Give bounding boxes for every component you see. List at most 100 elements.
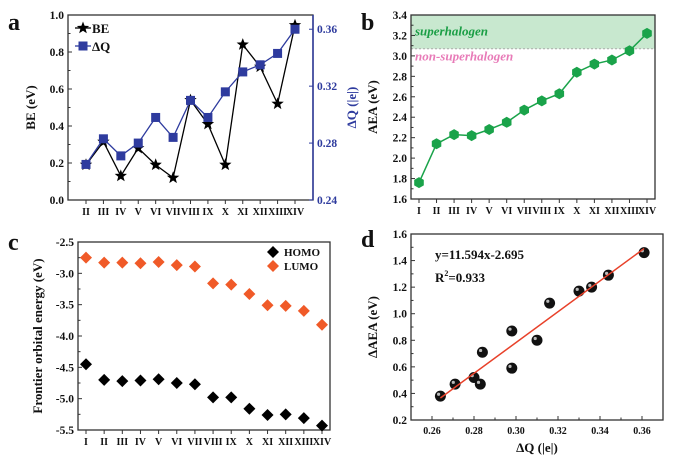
panel-label: b xyxy=(361,10,374,36)
data-point-star xyxy=(114,169,127,182)
x-tick-label: XIV xyxy=(638,206,657,217)
y-tick-label: -4.0 xyxy=(56,331,74,343)
y2-tick-label: 0.28 xyxy=(317,138,337,150)
x-tick-label: XIII xyxy=(268,207,287,218)
y-tick-label: -2.5 xyxy=(56,237,74,249)
data-point-highlight xyxy=(437,392,441,396)
data-point xyxy=(554,88,565,100)
data-point xyxy=(476,346,488,358)
y-tick-label: -4.5 xyxy=(56,362,74,374)
y-tick-label: 1.0 xyxy=(50,10,65,22)
data-point xyxy=(624,45,635,57)
data-point xyxy=(572,66,582,78)
x-tick-label: VII xyxy=(517,206,532,217)
legend-marker-square xyxy=(78,41,88,51)
data-point-square xyxy=(133,138,143,148)
data-point-lumo xyxy=(80,251,92,264)
data-point-square xyxy=(98,134,108,144)
data-point-square xyxy=(220,87,230,97)
data-point-lumo xyxy=(170,259,183,272)
x-tick-label: 0.26 xyxy=(423,426,441,437)
x-tick-label: V xyxy=(155,437,163,448)
data-point-highlight xyxy=(533,336,537,341)
x-tick-label: VII xyxy=(166,207,181,218)
y-tick-label: -3.5 xyxy=(56,300,74,312)
y-tick-label: 1.6 xyxy=(393,229,408,241)
data-point-square xyxy=(203,112,213,122)
x-tick-label: VII xyxy=(187,437,202,448)
data-point-lumo xyxy=(152,256,165,269)
x-tick-label: XII xyxy=(253,207,268,218)
data-point-square xyxy=(81,159,91,169)
data-point xyxy=(531,334,543,346)
x-tick-label: VI xyxy=(150,207,161,218)
y-tick-label: 3.0 xyxy=(393,51,408,63)
data-point-lumo xyxy=(98,256,111,269)
y-tick-label: 2.2 xyxy=(393,133,408,145)
r2-prefix: R xyxy=(435,270,445,285)
data-point-star xyxy=(288,18,302,31)
y-tick-label: 1.8 xyxy=(393,174,408,186)
x-tick-label: IX xyxy=(554,206,566,217)
y-tick-label: 2.0 xyxy=(393,153,408,165)
x-tick-label: IX xyxy=(202,207,214,218)
data-point-homo xyxy=(225,391,238,404)
x-tick-label: III xyxy=(448,206,460,217)
y-tick-label: 0.2 xyxy=(50,158,65,170)
data-point-homo xyxy=(261,408,274,421)
data-point-homo xyxy=(297,412,310,425)
data-point-highlight xyxy=(479,348,483,353)
y2-tick-label: 0.32 xyxy=(317,81,337,93)
y-tick-label: -3.0 xyxy=(56,268,74,280)
x-tick-label: IV xyxy=(135,437,147,448)
x-tick-label: II xyxy=(433,206,441,217)
data-point-star xyxy=(271,97,284,110)
data-point-star xyxy=(219,158,232,171)
x-tick-label: XI xyxy=(262,437,273,448)
panel-label: d xyxy=(361,227,375,253)
x-tick-label: I xyxy=(417,206,421,217)
x-tick-label: XIII xyxy=(620,206,639,217)
y-tick-label: 0.6 xyxy=(393,362,408,374)
data-point-homo xyxy=(188,378,201,391)
data-point xyxy=(589,58,600,70)
data-point-highlight xyxy=(588,283,592,287)
x-tick-label: IV xyxy=(115,207,127,218)
superhalogen-region xyxy=(411,15,655,49)
annotation-non-superhalogen: non-superhalogen xyxy=(415,49,513,64)
y-tick-label: 0.4 xyxy=(50,121,65,133)
data-point-star xyxy=(166,171,180,184)
r2-value: =0.933 xyxy=(448,270,485,285)
y-tick-label: 1.2 xyxy=(393,282,408,294)
x-tick-label: II xyxy=(100,437,108,448)
data-point xyxy=(484,124,494,135)
x-tick-label: X xyxy=(222,207,230,218)
x-tick-label: XI xyxy=(589,206,600,217)
x-tick-label: V xyxy=(135,207,143,218)
fit-equation: y=11.594x-2.695 xyxy=(435,247,525,262)
x-tick-label: II xyxy=(82,207,90,218)
data-point-square xyxy=(151,112,161,122)
y-tick-label: 0.6 xyxy=(50,84,65,96)
y-tick-label: 2.6 xyxy=(393,92,408,104)
data-point-homo xyxy=(98,373,111,386)
data-point-star xyxy=(201,117,215,130)
annotation-superhalogen: superhalogen xyxy=(414,24,488,39)
x-tick-label: 0.28 xyxy=(465,426,483,437)
data-point xyxy=(474,378,486,390)
y-tick-label: 3.4 xyxy=(393,10,408,22)
data-point xyxy=(501,116,512,128)
x-tick-label: XII xyxy=(604,206,619,217)
x-tick-label: 0.34 xyxy=(591,426,609,437)
x-tick-label: VIII xyxy=(532,206,551,217)
fit-line xyxy=(439,247,645,399)
y-tick-label: 2.4 xyxy=(393,112,408,124)
data-point-star xyxy=(149,158,162,171)
data-point xyxy=(537,95,547,107)
data-point xyxy=(434,390,446,402)
data-point xyxy=(466,130,477,142)
data-point-square xyxy=(168,132,178,142)
y-axis-title: Frontier orbital energy (eV) xyxy=(30,258,45,413)
y2-tick-label: 0.36 xyxy=(317,24,337,36)
data-point-homo xyxy=(170,377,183,389)
